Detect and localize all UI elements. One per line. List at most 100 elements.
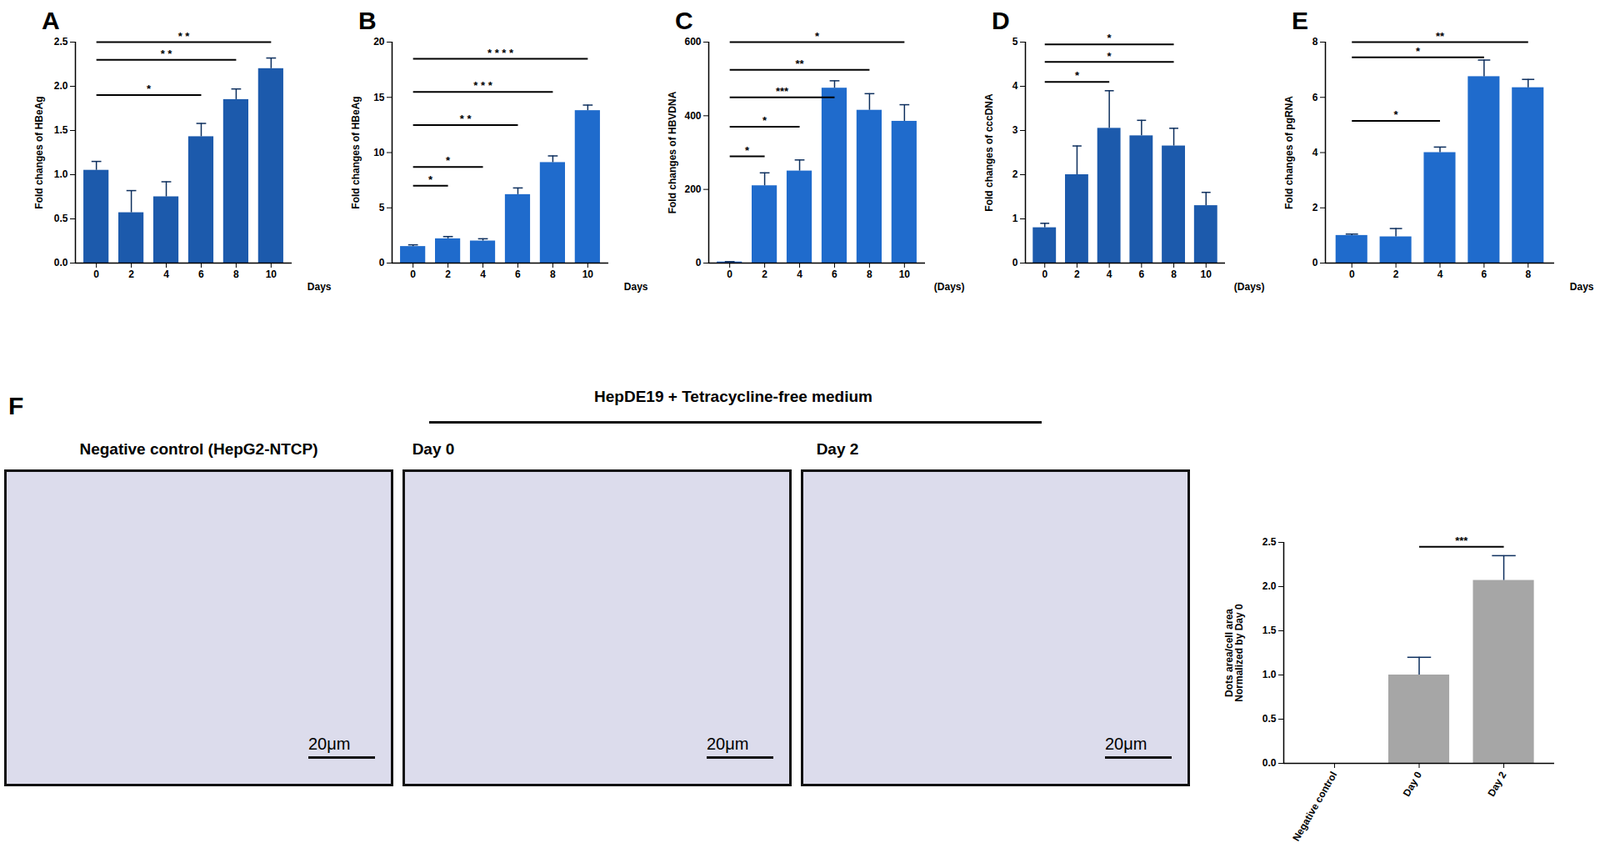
html-text:D: D	[991, 6, 1010, 35]
svg-text:4: 4	[1012, 80, 1019, 92]
svg-text:0.5: 0.5	[54, 212, 69, 225]
svg-text:8: 8	[550, 268, 556, 280]
svg-text:* *: * *	[178, 30, 191, 43]
svg-text:*: *	[1107, 50, 1113, 63]
svg-text:0: 0	[1349, 268, 1355, 280]
svg-text:5: 5	[1012, 35, 1019, 48]
svg-text:4: 4	[1312, 146, 1319, 159]
svg-text:Dots area/cell areaNormalized: Dots area/cell areaNormalized by Day 0	[1223, 603, 1245, 702]
svg-text:*: *	[1394, 108, 1400, 121]
svg-text:2.0: 2.0	[1262, 580, 1277, 592]
svg-text:6: 6	[515, 268, 521, 280]
svg-text:4: 4	[163, 268, 170, 280]
svg-text:4: 4	[1106, 268, 1113, 280]
svg-text:4: 4	[480, 268, 486, 280]
svg-text:2: 2	[1012, 168, 1019, 180]
html-text:C: C	[675, 6, 694, 35]
svg-text:6: 6	[198, 268, 205, 280]
svg-text:*: *	[762, 114, 768, 127]
svg-text:***: ***	[1455, 534, 1469, 547]
svg-text:0: 0	[695, 256, 702, 269]
svg-text:2: 2	[1312, 201, 1319, 214]
svg-text:1.5: 1.5	[54, 124, 69, 136]
svg-text:Negative control: Negative control	[1290, 769, 1340, 843]
svg-text:**: **	[1435, 30, 1445, 43]
svg-text:8: 8	[1312, 35, 1319, 48]
svg-text:5: 5	[379, 201, 385, 214]
svg-text:3: 3	[1012, 124, 1019, 136]
svg-text:Fold changes of HBeAg: Fold changes of HBeAg	[350, 95, 362, 209]
svg-text:8: 8	[233, 268, 240, 280]
svg-text:15: 15	[373, 91, 385, 104]
svg-text:0.0: 0.0	[54, 256, 69, 269]
svg-text:0: 0	[1312, 256, 1319, 269]
svg-text:*: *	[445, 154, 451, 167]
svg-text:10: 10	[582, 268, 595, 280]
svg-text:(Days): (Days)	[1234, 280, 1265, 293]
svg-text:*: *	[815, 30, 820, 43]
svg-text:Days: Days	[1570, 280, 1595, 293]
svg-text:Fold changes of pgRNA: Fold changes of pgRNA	[1283, 95, 1295, 210]
svg-text:2.5: 2.5	[1262, 535, 1277, 548]
svg-text:200: 200	[684, 183, 701, 195]
svg-text:4: 4	[796, 268, 803, 280]
svg-text:**: **	[795, 57, 805, 70]
svg-text:0: 0	[1041, 268, 1048, 280]
svg-text:*: *	[428, 173, 434, 186]
svg-text:20: 20	[373, 35, 385, 48]
svg-text:1.5: 1.5	[1262, 624, 1277, 636]
svg-text:*: *	[146, 82, 152, 95]
svg-text:0: 0	[93, 268, 100, 280]
svg-text:2.5: 2.5	[54, 35, 69, 48]
svg-text:Days: Days	[624, 280, 649, 293]
svg-text:10: 10	[265, 268, 278, 280]
svg-text:*: *	[1075, 69, 1080, 82]
svg-text:Fold changes of HBeAg: Fold changes of HBeAg	[33, 95, 45, 209]
html-text:A: A	[41, 6, 60, 35]
svg-text:* * * *: * * * *	[487, 46, 515, 60]
svg-text:Day 0: Day 0	[1400, 769, 1425, 799]
svg-text:6: 6	[1481, 268, 1488, 280]
svg-text:2: 2	[445, 268, 451, 280]
svg-text:0.0: 0.0	[1262, 756, 1277, 769]
svg-text:2: 2	[761, 268, 768, 280]
svg-text:10: 10	[373, 146, 385, 159]
svg-text:Days: Days	[307, 280, 332, 293]
svg-text:2.0: 2.0	[54, 80, 69, 92]
svg-text:10: 10	[899, 268, 911, 280]
svg-text:* *: * *	[160, 47, 174, 60]
svg-text:8: 8	[1170, 268, 1177, 280]
svg-text:8: 8	[1525, 268, 1531, 280]
svg-text:*: *	[745, 144, 750, 157]
svg-text:*: *	[1107, 31, 1113, 45]
svg-text:400: 400	[684, 110, 701, 122]
svg-text:0: 0	[410, 268, 416, 280]
svg-text:2: 2	[128, 268, 135, 280]
svg-text:1.0: 1.0	[1262, 668, 1277, 680]
svg-text:2: 2	[1393, 268, 1400, 280]
svg-text:Day 2: Day 2	[1485, 769, 1509, 799]
svg-text:8: 8	[866, 268, 873, 280]
svg-text:0: 0	[1012, 256, 1019, 269]
svg-text:6: 6	[831, 268, 838, 280]
html-text:20μm: 20μm	[308, 734, 351, 753]
svg-text:2: 2	[1074, 268, 1080, 280]
svg-text:1: 1	[1012, 212, 1019, 225]
svg-text:*: *	[1415, 45, 1421, 58]
svg-text:***: ***	[775, 85, 790, 98]
svg-text:0.5: 0.5	[1262, 712, 1277, 725]
svg-text:4: 4	[1437, 268, 1444, 280]
svg-text:Fold changes of HBVDNA: Fold changes of HBVDNA	[666, 90, 679, 214]
svg-text:1.0: 1.0	[54, 168, 69, 180]
svg-text:0: 0	[379, 256, 385, 269]
svg-text:10: 10	[1200, 268, 1213, 280]
svg-text:0: 0	[726, 268, 733, 280]
svg-text:* *: * *	[460, 112, 473, 125]
svg-text:6: 6	[1139, 268, 1145, 280]
svg-text:6: 6	[1312, 91, 1319, 104]
svg-text:600: 600	[684, 35, 701, 48]
svg-text:(Days): (Days)	[934, 280, 965, 293]
svg-text:Fold changes of cccDNA: Fold changes of cccDNA	[983, 93, 995, 212]
html-text:B: B	[358, 6, 377, 35]
svg-text:* * *: * * *	[473, 79, 493, 92]
